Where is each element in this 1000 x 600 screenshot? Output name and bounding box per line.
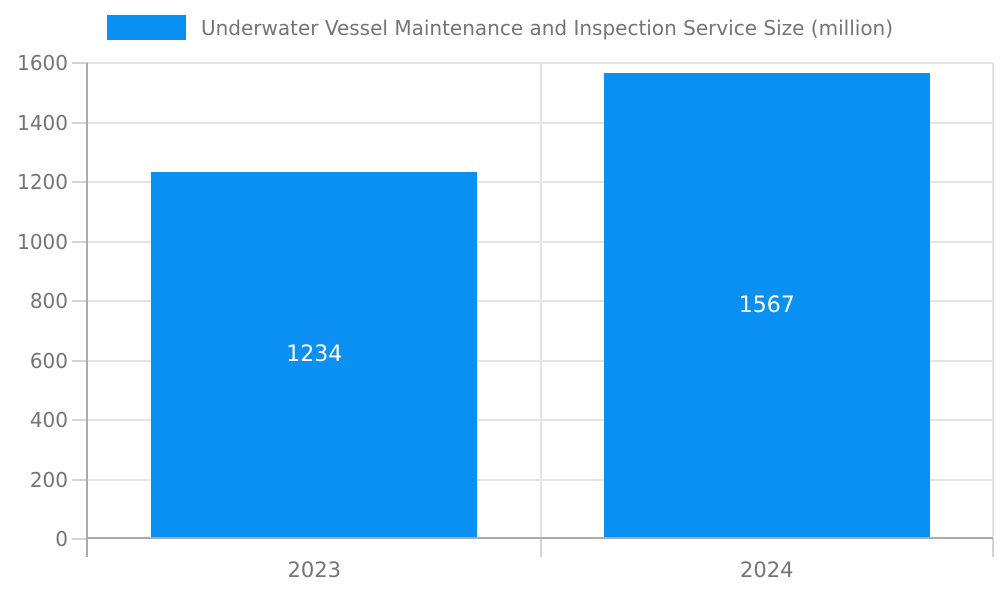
x-tick-mark [992, 539, 994, 557]
y-tick-label: 400 [29, 408, 68, 432]
legend-label: Underwater Vessel Maintenance and Inspec… [200, 15, 894, 40]
y-tick-mark [72, 300, 88, 302]
y-tick-label: 800 [29, 289, 68, 313]
y-tick-label: 600 [29, 348, 68, 373]
bar-value-label: 1234 [286, 342, 343, 368]
y-tick-mark [72, 62, 88, 64]
y-tick-label: 1600 [17, 51, 68, 75]
gridline-vertical [992, 63, 994, 539]
x-tick-mark [539, 539, 542, 557]
y-tick-label: 0 [55, 527, 68, 551]
y-tick-label: 1200 [17, 170, 68, 194]
y-tick-mark [72, 419, 88, 421]
bar-2023[interactable]: 1234 [151, 171, 478, 539]
x-tick-label: 2023 [287, 558, 341, 582]
y-tick-mark [72, 538, 88, 540]
bar-value-label: 1567 [738, 292, 795, 318]
y-axis-line [86, 63, 88, 557]
y-tick-mark [72, 181, 88, 183]
chart-legend[interactable]: Underwater Vessel Maintenance and Inspec… [0, 15, 1000, 40]
gridline-vertical [539, 63, 542, 539]
y-tick-label: 1400 [17, 110, 68, 135]
x-axis-line [86, 537, 993, 539]
y-tick-label: 1000 [17, 229, 68, 254]
y-tick-mark [72, 240, 88, 243]
y-tick-mark [72, 121, 88, 124]
y-tick-mark [72, 478, 88, 481]
y-tick-mark [72, 359, 88, 362]
legend-swatch [106, 15, 186, 40]
y-tick-label: 200 [29, 467, 68, 492]
bar-2024[interactable]: 1567 [603, 72, 930, 539]
x-tick-label: 2024 [740, 558, 794, 582]
